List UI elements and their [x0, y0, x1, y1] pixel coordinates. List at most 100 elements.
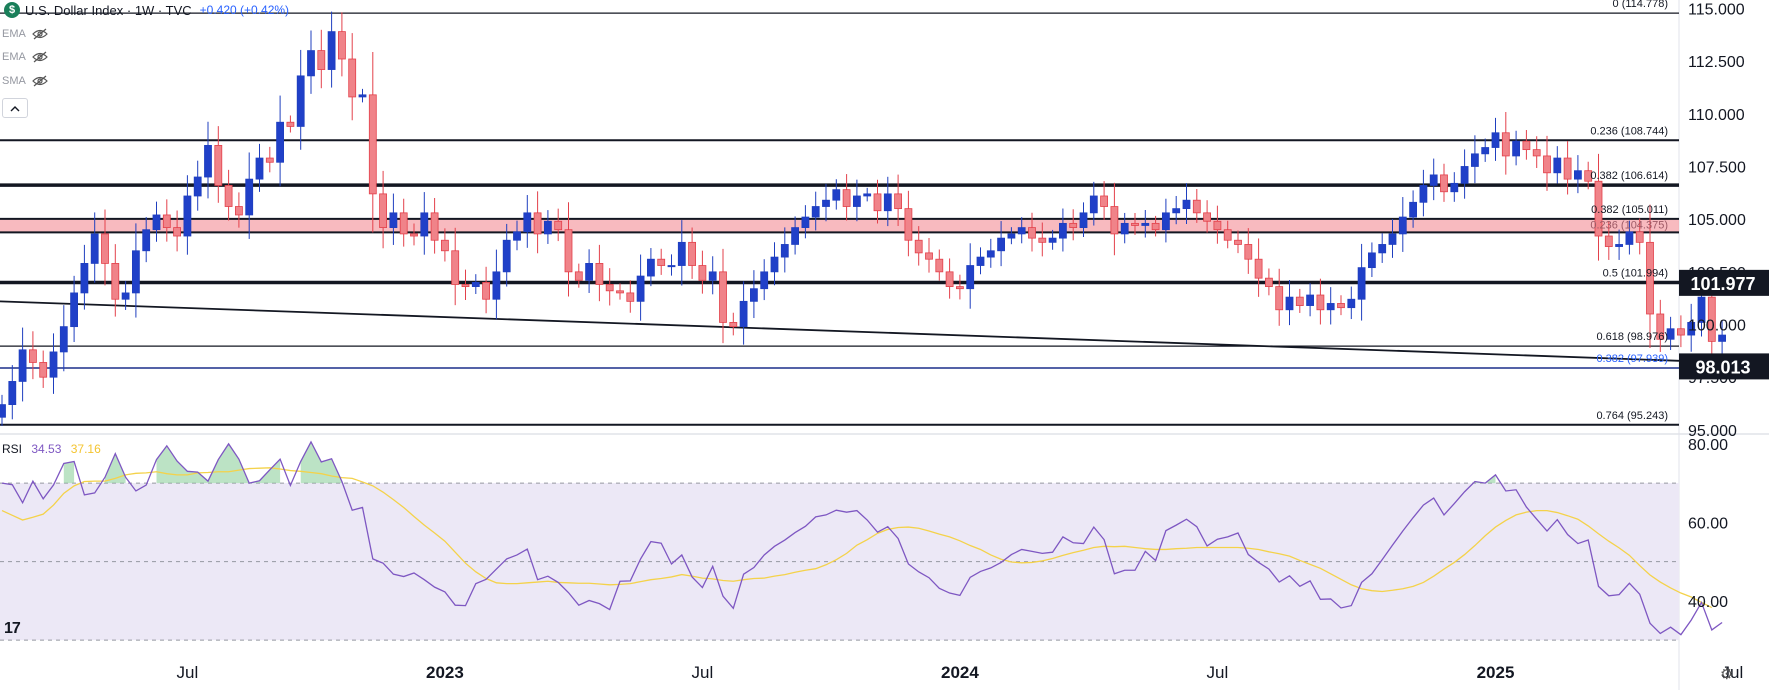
candle	[1501, 112, 1510, 175]
indicator-ema-2[interactable]: EMA	[2, 51, 48, 63]
candle	[1625, 220, 1634, 255]
rsi-value: 34.53	[31, 442, 62, 456]
candle-body	[770, 256, 779, 273]
candle-body	[1543, 155, 1551, 174]
candle	[976, 247, 985, 275]
rsi-axis-tick: 40.00	[1688, 594, 1728, 611]
candle	[502, 223, 511, 287]
indicator-ema-1[interactable]: EMA	[2, 28, 48, 40]
candle-body	[1615, 244, 1623, 247]
eye-hidden-icon[interactable]	[31, 28, 48, 40]
candle	[914, 226, 923, 266]
candle-body	[564, 229, 573, 273]
candle	[276, 95, 285, 187]
candle-body	[131, 250, 140, 294]
candle	[1306, 283, 1314, 317]
candle-body	[1625, 231, 1634, 245]
candle-body	[1522, 140, 1531, 151]
fib-level-label: 0.618 (98.976)	[1596, 331, 1668, 343]
candle-body	[729, 322, 738, 328]
candle	[1079, 202, 1088, 237]
candle-body	[183, 195, 192, 237]
candle-body	[265, 157, 274, 163]
candle	[1563, 140, 1572, 195]
price-axis-tick: 112.500	[1688, 54, 1745, 71]
candle	[337, 12, 346, 77]
candle-body	[626, 292, 635, 302]
candle-body	[492, 271, 501, 300]
candle	[1615, 229, 1623, 260]
indicator-sma[interactable]: SMA	[2, 75, 48, 87]
candle	[8, 365, 17, 420]
candle	[1285, 280, 1294, 326]
candle-body	[49, 351, 58, 378]
candle-body	[1718, 334, 1726, 342]
candle	[461, 269, 470, 300]
candle-body	[1409, 201, 1417, 218]
candle-body	[914, 239, 923, 254]
symbol-title[interactable]: U.S. Dollar Index · 1W · TVC	[25, 2, 192, 18]
candle	[18, 327, 27, 402]
candle	[1378, 233, 1387, 263]
fib-level-label: 0.382 (106.614)	[1590, 170, 1668, 182]
collapse-indicators-button[interactable]	[2, 98, 28, 118]
candle	[348, 33, 357, 121]
candle-body	[8, 381, 17, 406]
price-label-background	[1679, 353, 1769, 380]
candle-body	[1316, 294, 1325, 311]
candle	[1656, 299, 1665, 352]
candle-body	[1471, 153, 1479, 167]
candle-body	[1079, 212, 1088, 228]
eye-hidden-icon[interactable]	[31, 75, 48, 87]
price-axis-tick: 95.000	[1688, 423, 1737, 440]
candle-body	[1007, 233, 1016, 239]
candle-body	[780, 244, 789, 258]
candle	[1584, 161, 1593, 190]
price-axis-tick: 110.000	[1688, 107, 1745, 124]
fib-level-label: 0.382 (97.939)	[1596, 353, 1668, 365]
price-label-background	[1679, 269, 1769, 296]
candle-body	[111, 263, 120, 300]
candle-body	[1089, 195, 1098, 214]
candle-body	[1666, 328, 1675, 340]
candle	[1048, 229, 1057, 250]
candle	[471, 274, 480, 294]
candle-body	[1182, 199, 1191, 210]
candle	[399, 198, 408, 247]
candle	[894, 174, 902, 226]
rsi-header[interactable]: RSI 34.53 37.16	[2, 442, 101, 456]
candle	[1532, 136, 1541, 168]
rsi-axis-tick: 60.00	[1688, 515, 1728, 532]
gear-icon[interactable]: ⚙	[1720, 666, 1734, 683]
candle-body	[956, 286, 964, 290]
candle-body	[801, 216, 810, 228]
candle-body	[1419, 185, 1428, 203]
tradingview-logo-icon[interactable]: 17	[4, 620, 21, 637]
dollar-logo-icon: $	[4, 2, 20, 18]
candle	[1131, 212, 1139, 235]
candle	[183, 175, 192, 255]
candle-body	[1254, 258, 1263, 279]
candle	[1017, 217, 1026, 244]
candle	[49, 333, 58, 394]
support-resistance-zone	[0, 218, 1679, 233]
candle-body	[451, 250, 460, 285]
candle	[688, 227, 696, 279]
candle	[1718, 320, 1726, 355]
candle-body	[1604, 235, 1613, 247]
candle-body	[750, 288, 758, 302]
price-axis-tick: 100.000	[1688, 318, 1746, 335]
candle	[255, 143, 264, 192]
candle	[1491, 117, 1500, 161]
candle	[1419, 169, 1428, 217]
candle	[533, 191, 542, 254]
price-axis-tick: 105.000	[1688, 212, 1746, 229]
candle	[204, 121, 212, 199]
candle	[729, 312, 738, 336]
candle-body	[255, 157, 264, 180]
eye-hidden-icon[interactable]	[31, 51, 48, 63]
candle	[1254, 238, 1263, 297]
candle	[513, 220, 521, 251]
candle	[1543, 135, 1551, 191]
